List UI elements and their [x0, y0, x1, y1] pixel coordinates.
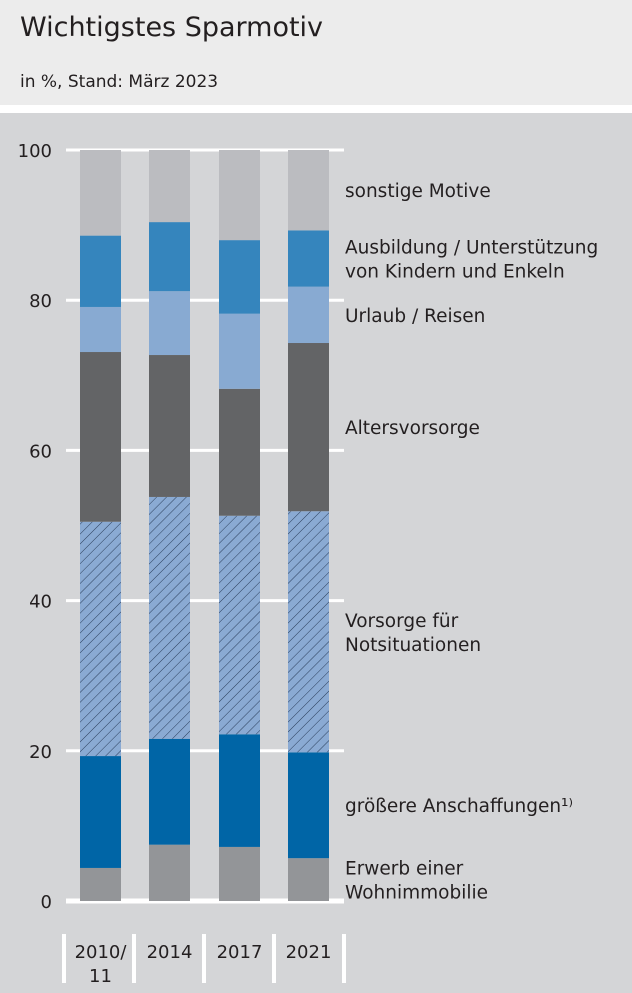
x-tick-label: 2021: [286, 942, 332, 963]
bar-segment: [288, 286, 329, 344]
series-label-line: größere Anschaffungen¹⁾: [345, 796, 573, 817]
header: Wichtigstes Sparmotiv in %, Stand: März …: [0, 0, 632, 105]
bar-segment: [80, 352, 121, 522]
bar-segment: [80, 150, 121, 236]
bar-segment: [219, 846, 260, 901]
bar-segment: [149, 222, 190, 292]
bar-segment: [288, 343, 329, 512]
x-tick-line: 2014: [147, 942, 193, 963]
series-label: Erwerb einer Wohnimmobilie: [345, 859, 488, 904]
series-label-line: Urlaub / Reisen: [345, 306, 485, 327]
x-tick-label: 2010/11: [75, 942, 128, 987]
series-label-line: von Kindern und Enkeln: [345, 262, 565, 283]
series-label-line: Ausbildung / Unterstützung: [345, 238, 598, 259]
series-label-line: Vorsorge für: [345, 611, 459, 632]
bar-segment: [288, 858, 329, 901]
chart-subtitle: in %, Stand: März 2023: [20, 72, 219, 92]
series-label: Altersvorsorge: [345, 418, 480, 439]
series-label-line: Altersvorsorge: [345, 418, 480, 439]
series-label-line: sonstige Motive: [345, 181, 491, 202]
y-tick-label: 20: [29, 742, 52, 763]
y-tick-label: 40: [29, 592, 52, 613]
series-label: Ausbildung / Unterstützung von Kindern un…: [345, 238, 598, 283]
bar-segment: [149, 355, 190, 497]
bar-segment: [219, 734, 260, 847]
bar-segment: [80, 867, 121, 901]
bar-segment: [149, 738, 190, 845]
bar-segment: [149, 496, 190, 739]
bar-segment: [219, 515, 260, 735]
separator: [0, 105, 632, 113]
x-tick-line: 2021: [286, 942, 332, 963]
series-label: Urlaub / Reisen: [345, 306, 485, 327]
x-tick-line: 11: [89, 966, 112, 987]
series-label-line: Wohnimmobilie: [345, 883, 488, 904]
y-tick-label: 60: [29, 441, 52, 462]
x-tick-line: 2010/: [75, 942, 128, 963]
bar-segment: [288, 511, 329, 753]
bar-segment: [149, 291, 190, 356]
bar-segment: [288, 150, 329, 231]
bar-segment: [149, 150, 190, 223]
bar-segment: [219, 388, 260, 516]
bar-segment: [219, 240, 260, 314]
bar-segment: [80, 756, 121, 868]
bar-segment: [149, 844, 190, 901]
series-label-line: Notsituationen: [345, 635, 481, 656]
bar-segment: [80, 235, 121, 307]
y-tick-label: 0: [41, 892, 52, 913]
bar-segment: [288, 230, 329, 287]
series-label: größere Anschaffungen¹⁾: [345, 796, 573, 817]
x-tick-label: 2014: [147, 942, 193, 963]
bar-segment: [80, 521, 121, 757]
bar-segment: [219, 150, 260, 241]
series-label: sonstige Motive: [345, 181, 491, 202]
x-tick-line: 2017: [217, 942, 263, 963]
series-label-line: Erwerb einer: [345, 859, 464, 880]
bar-segment: [219, 313, 260, 389]
y-tick-label: 80: [29, 291, 52, 312]
x-tick-label: 2017: [217, 942, 263, 963]
bar-segment: [80, 306, 121, 353]
y-tick-label: 100: [18, 141, 52, 162]
bar-segment: [288, 752, 329, 859]
series-label: Vorsorge für Notsituationen: [345, 611, 481, 656]
chart-title: Wichtigstes Sparmotiv: [20, 12, 324, 43]
